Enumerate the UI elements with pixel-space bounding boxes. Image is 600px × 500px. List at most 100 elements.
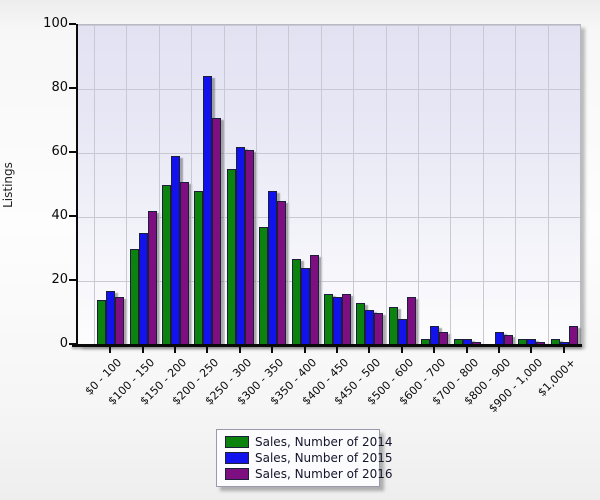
bar (439, 332, 449, 345)
bar (462, 338, 472, 345)
legend-label: Sales, Number of 2014 (255, 435, 393, 449)
y-axis-title: Listings (1, 162, 15, 208)
bar (162, 185, 172, 345)
bar (235, 146, 245, 345)
y-tick-mark (69, 87, 76, 89)
category-group (353, 25, 385, 345)
bar (268, 191, 278, 345)
y-tick-mark (69, 215, 76, 217)
legend-item: Sales, Number of 2016 (225, 467, 393, 481)
bar (226, 169, 236, 345)
category-group (191, 25, 223, 345)
bar (342, 293, 352, 345)
category-group (418, 25, 450, 345)
bar (568, 325, 578, 345)
gridline-y-20 (78, 281, 580, 282)
bar (374, 313, 384, 345)
category-group (94, 25, 126, 345)
bar (406, 297, 416, 345)
x-tick-mark (400, 347, 403, 353)
bar (504, 335, 514, 345)
y-tick-label: 0 (59, 336, 68, 351)
bar (171, 156, 181, 345)
bar (180, 181, 190, 345)
bar (194, 191, 204, 345)
bar (356, 303, 366, 345)
legend-swatch-2014 (225, 436, 249, 448)
x-tick-mark (368, 347, 371, 353)
legend-label: Sales, Number of 2016 (255, 467, 393, 481)
x-tick-mark (530, 347, 533, 353)
bar (309, 255, 319, 345)
x-tick-mark (238, 347, 241, 353)
bar (138, 233, 148, 345)
bar (324, 293, 334, 345)
x-tick-mark (465, 347, 468, 353)
bar (421, 338, 431, 345)
bar (291, 258, 301, 345)
category-group (288, 25, 320, 345)
y-tick-mark (69, 23, 76, 25)
x-tick-mark (336, 347, 338, 353)
bar (97, 300, 107, 345)
bar (244, 149, 254, 345)
x-tick-mark (562, 347, 565, 353)
bar (430, 325, 440, 345)
x-tick-mark (303, 347, 306, 353)
x-tick-mark (433, 347, 436, 353)
bar (203, 76, 213, 345)
bar (536, 341, 546, 345)
category-group (515, 25, 547, 345)
category-group (385, 25, 418, 345)
x-axis-line (72, 344, 582, 347)
bar (259, 226, 269, 345)
y-tick-label: 20 (51, 272, 68, 287)
plot-area (78, 24, 581, 345)
gridline-y-80 (78, 89, 580, 90)
bar (388, 306, 398, 345)
legend-swatch-2015 (225, 452, 249, 464)
category-group (320, 25, 353, 345)
x-tick-mark (271, 347, 274, 353)
y-tick-mark (69, 343, 76, 345)
gridline-y-40 (78, 217, 580, 218)
x-tick-mark (174, 347, 176, 353)
bar (147, 210, 157, 345)
legend-swatch-2016 (225, 468, 249, 480)
bar (115, 297, 125, 345)
category-group (126, 25, 158, 345)
bar (277, 201, 287, 345)
bar-groups (78, 25, 580, 345)
category-group (223, 25, 256, 345)
bar (495, 332, 505, 345)
x-tick-mark (206, 347, 209, 353)
x-tick-mark (109, 347, 112, 353)
y-tick-mark (69, 151, 76, 153)
gridline-y-60 (78, 153, 580, 154)
bar (129, 249, 139, 345)
bar (365, 309, 375, 345)
bar (550, 338, 560, 345)
bar (300, 268, 310, 345)
gridline-y-100 (78, 25, 580, 26)
y-tick-label: 100 (43, 16, 68, 31)
bar (333, 297, 343, 345)
x-tick-mark (498, 347, 500, 353)
y-axis-line (76, 24, 78, 346)
bar (397, 319, 407, 345)
category-group (158, 25, 191, 345)
bar (453, 338, 463, 345)
y-tick-label: 60 (51, 144, 68, 159)
y-tick-mark (69, 279, 76, 281)
legend: Sales, Number of 2014 Sales, Number of 20… (216, 429, 393, 487)
bar (106, 290, 116, 345)
x-tick-mark (141, 347, 144, 353)
bar (212, 117, 222, 345)
category-group (547, 25, 580, 345)
bar (471, 341, 481, 345)
y-tick-label: 40 (51, 208, 68, 223)
bar (527, 338, 537, 345)
category-group (482, 25, 515, 345)
bar (518, 338, 528, 345)
